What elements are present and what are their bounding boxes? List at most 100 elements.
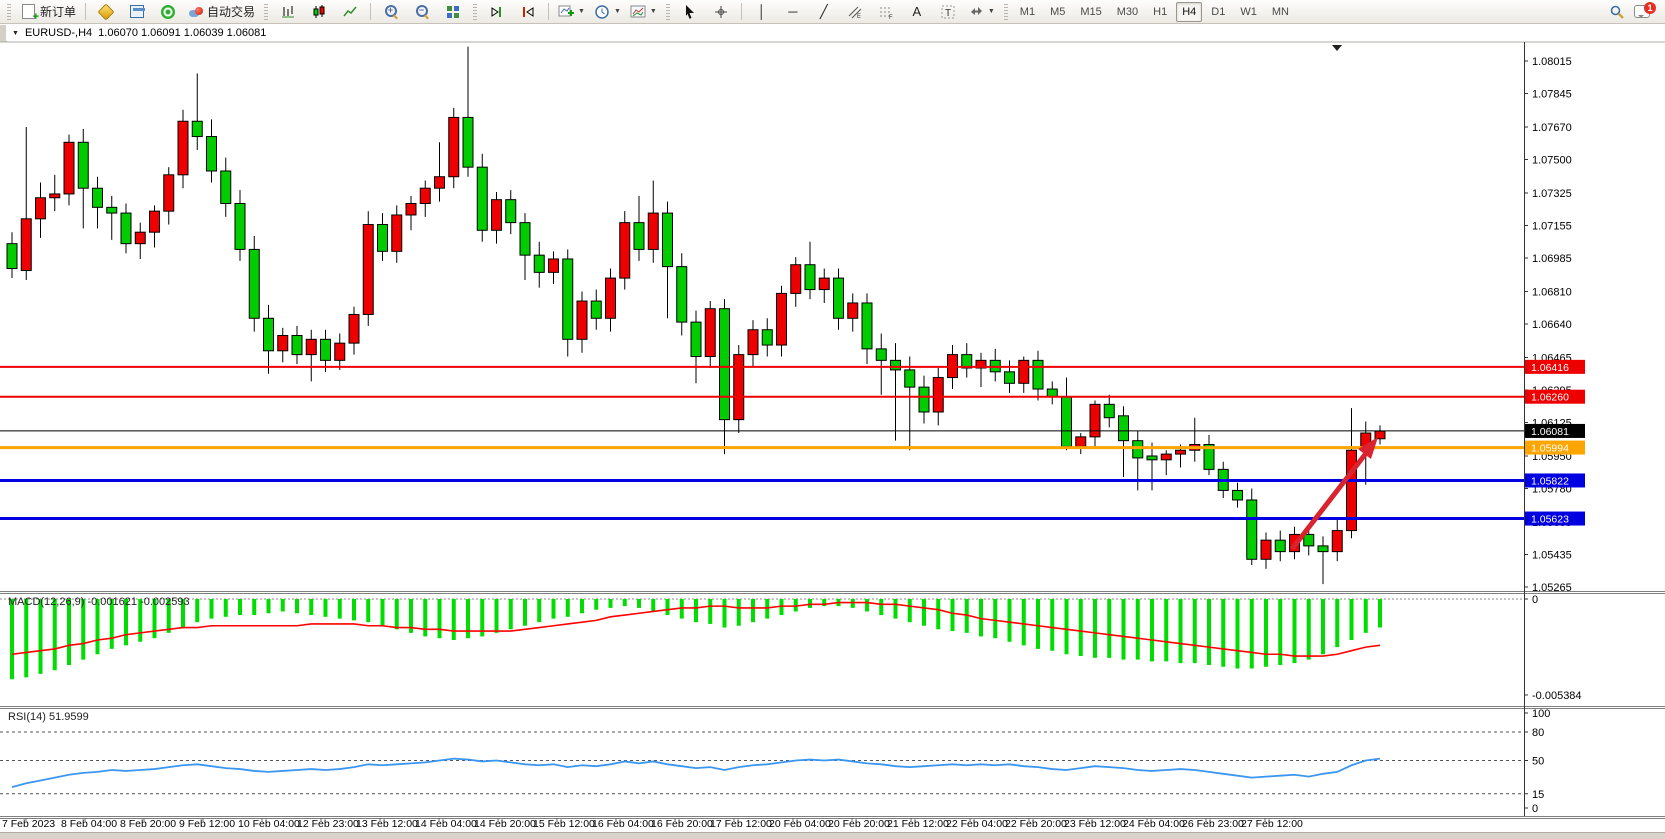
vertical-line-tool-button[interactable]: │	[748, 2, 776, 22]
channel-tool-button[interactable]: E	[841, 2, 869, 22]
indicators-button[interactable]: ▼	[555, 2, 588, 22]
text-label-tool-button[interactable]: T	[934, 2, 962, 22]
indicators-icon	[558, 5, 575, 16]
candle-body	[1246, 499, 1258, 560]
candle	[291, 325, 303, 365]
rsi-axis-label: 0	[1532, 803, 1538, 815]
candle	[833, 268, 844, 330]
templates-button[interactable]: ▼	[627, 2, 660, 22]
tab-timeframe-h1[interactable]: H1	[1153, 5, 1168, 18]
candle-body	[291, 334, 303, 356]
chart-title-collapse-icon[interactable]: ▼	[12, 29, 19, 37]
candle	[391, 205, 403, 263]
tab-timeframe-m15[interactable]: M15	[1080, 5, 1102, 18]
zoom-out-button[interactable]: −	[408, 2, 436, 22]
time-axis-label: 9 Feb 12:00	[179, 818, 235, 830]
new-order-button[interactable]: 新订单	[17, 2, 79, 23]
candle-body	[776, 292, 787, 346]
time-axis-label: 21 Feb 12:00	[887, 818, 949, 830]
candle	[1260, 532, 1272, 569]
crosshair-tool-button[interactable]	[707, 2, 735, 22]
search-icon[interactable]	[1609, 4, 1625, 20]
candle	[875, 333, 887, 395]
candle	[220, 157, 232, 217]
candle	[519, 213, 531, 281]
candle	[1004, 360, 1015, 393]
tile-windows-icon	[447, 5, 459, 18]
candle-body	[220, 170, 232, 205]
chart-title-ohlc: 1.06070 1.06091 1.06039 1.06081	[98, 27, 267, 39]
candlestick-chart-button[interactable]	[305, 2, 333, 22]
tab-timeframe-h4[interactable]: H4	[1176, 1, 1203, 22]
candle-body	[676, 266, 688, 323]
price-line-label: 1.05623	[1525, 511, 1585, 526]
candle	[861, 293, 873, 365]
arrows-tool-button[interactable]: ▼	[965, 2, 998, 22]
time-axis-label: 23 Feb 12:00	[1064, 818, 1126, 830]
candle	[362, 211, 374, 326]
candle	[348, 306, 360, 355]
macd-signal-line	[11, 601, 1381, 657]
candle-body	[149, 210, 160, 233]
trend-arrow-annotation[interactable]	[1290, 437, 1378, 551]
market-watch-button[interactable]	[123, 2, 151, 22]
cursor-tool-button[interactable]	[676, 2, 704, 22]
time-axis-label: 8 Feb 20:00	[120, 818, 176, 830]
text-tool-button[interactable]: A	[903, 2, 931, 22]
chart-shift-button[interactable]	[514, 2, 542, 22]
candle-body	[476, 166, 488, 231]
price-line-label: 1.06260	[1525, 389, 1585, 404]
candle-body	[377, 224, 388, 252]
bar-chart-button[interactable]	[274, 2, 302, 22]
toolbar-grip[interactable]	[7, 3, 11, 20]
notifications-icon[interactable]: 1	[1634, 2, 1656, 18]
tab-timeframe-d1[interactable]: D1	[1211, 5, 1226, 18]
tab-timeframe-w1[interactable]: W1	[1240, 5, 1257, 18]
tab-timeframe-m1[interactable]: M1	[1019, 5, 1036, 18]
tab-timeframe-m5[interactable]: M5	[1050, 5, 1066, 18]
time-axis-label: 17 Feb 12:00	[710, 818, 772, 830]
tab-timeframe-mn[interactable]: MN	[1271, 5, 1289, 18]
chart-shift-marker[interactable]	[1332, 45, 1342, 51]
auto-scroll-button[interactable]	[483, 2, 511, 22]
candle-body	[1331, 530, 1343, 553]
tab-timeframe-m30[interactable]: M30	[1116, 5, 1139, 18]
fibonacci-tool-button[interactable]: F	[872, 2, 900, 22]
candle	[676, 253, 688, 336]
candle-body	[491, 199, 502, 231]
tile-windows-button[interactable]	[439, 2, 467, 22]
candle-body	[320, 338, 331, 361]
time-axis[interactable]: 7 Feb 2023 8 Feb 04:00 8 Feb 20:00 9 Feb 12…	[2, 818, 1303, 830]
candle-body	[391, 214, 403, 252]
candle	[1146, 442, 1158, 491]
candle-body	[191, 120, 203, 138]
time-axis-label: 14 Feb 04:00	[415, 818, 477, 830]
signals-button[interactable]	[154, 2, 182, 22]
candle	[719, 299, 730, 455]
candle-body	[1132, 440, 1144, 459]
candle-body	[1203, 444, 1215, 470]
candle-body	[6, 243, 18, 270]
candle-body	[519, 222, 531, 256]
candle-body	[1061, 396, 1072, 447]
trendline-tool-button[interactable]: ╱	[810, 2, 838, 22]
horizontal-line-tool-button[interactable]: ─	[779, 2, 807, 22]
candle-body	[63, 141, 75, 195]
svg-text:E: E	[857, 14, 861, 20]
candle-body	[605, 277, 616, 319]
candle-body	[120, 212, 132, 245]
autotrading-button[interactable]: 自动交易	[185, 2, 258, 22]
candle	[804, 241, 816, 300]
time-axis-label: 20 Feb 20:00	[828, 818, 890, 830]
macd-pane: 0 -0.005384 MACD(12,26,9) -0.001621 -0.002…	[0, 594, 1582, 702]
candle	[277, 327, 289, 363]
candle-body	[904, 369, 916, 388]
candle	[405, 195, 417, 231]
line-chart-button[interactable]	[336, 2, 364, 22]
candle-body	[548, 258, 559, 273]
zoom-in-button[interactable]: +	[377, 2, 405, 22]
periods-button[interactable]: ▼	[591, 2, 624, 22]
candle-body	[1260, 539, 1272, 560]
candle	[1331, 517, 1343, 562]
